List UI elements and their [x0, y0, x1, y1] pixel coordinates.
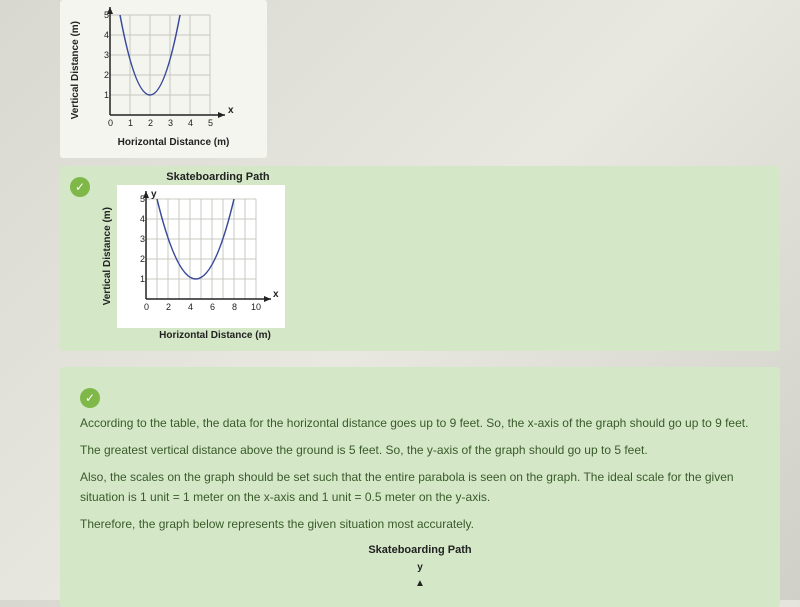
svg-text:4: 4 — [188, 302, 193, 312]
chart1-ylabel: Vertical Distance (m) — [70, 21, 81, 119]
check-icon-2: ✓ — [80, 388, 100, 408]
chart2-ylabel: Vertical Distance (m) — [102, 207, 113, 305]
explain-p4: Therefore, the graph below represents th… — [80, 515, 760, 534]
svg-text:5: 5 — [208, 118, 213, 128]
svg-text:10: 10 — [251, 302, 261, 312]
svg-text:5: 5 — [140, 194, 145, 204]
check-icon: ✓ — [70, 177, 90, 197]
svg-text:2: 2 — [166, 302, 171, 312]
svg-text:3: 3 — [168, 118, 173, 128]
svg-text:1: 1 — [104, 90, 109, 100]
bottom-chart-arrow: ▲ — [80, 576, 760, 592]
svg-text:2: 2 — [148, 118, 153, 128]
explanation-panel: ✓ According to the table, the data for t… — [60, 367, 780, 607]
chart2-svg: 1 2 3 4 5 0 2 4 6 8 10 x y — [121, 189, 281, 319]
svg-text:4: 4 — [188, 118, 193, 128]
svg-text:5: 5 — [104, 10, 109, 20]
chart2-xlabel: Horizontal Distance (m) — [102, 330, 307, 341]
svg-text:2: 2 — [104, 70, 109, 80]
svg-text:6: 6 — [210, 302, 215, 312]
chart1-svg: 1 2 3 4 5 0 1 2 3 4 5 x — [85, 5, 235, 135]
chart2-ymarker: y — [151, 189, 157, 200]
chart-panel-1: Vertical Distance (m) — [60, 0, 267, 158]
svg-text:1: 1 — [128, 118, 133, 128]
chart1-xmarker: x — [228, 105, 234, 116]
svg-text:8: 8 — [232, 302, 237, 312]
bottom-chart-title: Skateboarding Path — [80, 542, 760, 560]
explain-p1: According to the table, the data for the… — [80, 414, 760, 433]
svg-text:3: 3 — [140, 234, 145, 244]
chart2-title: Skateboarding Path — [102, 171, 307, 183]
svg-text:0: 0 — [144, 302, 149, 312]
svg-text:2: 2 — [140, 254, 145, 264]
explain-p3: Also, the scales on the graph should be … — [80, 468, 760, 506]
chart2-xmarker: x — [273, 289, 279, 300]
svg-text:3: 3 — [104, 50, 109, 60]
svg-text:0: 0 — [108, 118, 113, 128]
bottom-chart-ymarker: y — [80, 560, 760, 576]
svg-text:1: 1 — [140, 274, 145, 284]
chart-panel-2: ✓ Skateboarding Path Vertical Distance (… — [60, 166, 780, 351]
svg-text:4: 4 — [104, 30, 109, 40]
svg-text:4: 4 — [140, 214, 145, 224]
explain-p2: The greatest vertical distance above the… — [80, 441, 760, 460]
chart1-xlabel: Horizontal Distance (m) — [70, 137, 257, 148]
